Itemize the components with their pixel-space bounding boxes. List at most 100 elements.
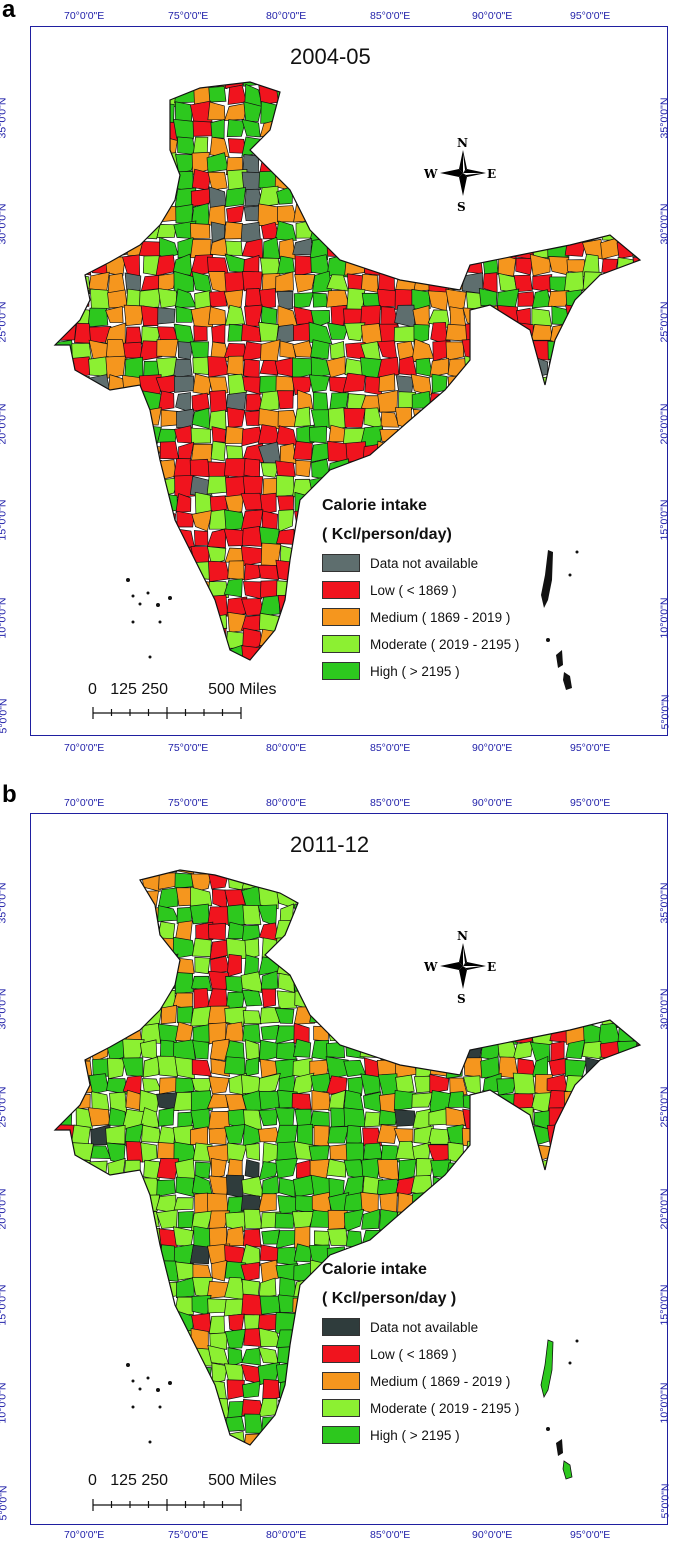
district-cell (483, 476, 499, 498)
district-cell (175, 306, 194, 323)
district-cell (598, 581, 621, 599)
district-cell (55, 1261, 56, 1283)
district-cell (580, 154, 605, 173)
district-cell (173, 270, 195, 294)
district-cell (139, 578, 163, 600)
district-cell (633, 221, 640, 242)
district-cell (601, 645, 619, 660)
district-cell (122, 1262, 145, 1282)
scale-bar (92, 1499, 242, 1511)
district-cell (241, 989, 263, 1007)
district-cell (514, 444, 536, 465)
district-cell (448, 101, 466, 122)
district-cell (173, 1296, 195, 1316)
district-cell (618, 1433, 636, 1445)
panel-letter: b (2, 781, 17, 808)
district-cell (614, 906, 638, 924)
district-cell (550, 580, 571, 600)
district-cell (55, 971, 60, 993)
district-cell (566, 168, 587, 192)
district-cell (461, 1280, 482, 1300)
district-cell (512, 1040, 534, 1061)
district-cell (293, 543, 316, 563)
district-cell (107, 169, 129, 189)
district-cell (329, 136, 350, 155)
legend-label: Data not available (370, 1319, 479, 1335)
district-cell (225, 976, 244, 994)
district-cell (532, 905, 552, 927)
district-cell (104, 204, 129, 224)
district-cell (346, 170, 365, 193)
district-cell (466, 1191, 483, 1215)
district-cell (497, 1327, 517, 1346)
district-cell (363, 407, 384, 430)
district-cell (565, 1263, 583, 1282)
district-cell (55, 1246, 57, 1264)
district-cell (444, 407, 467, 426)
district-cell (71, 632, 91, 648)
district-cell (632, 1328, 640, 1351)
district-cell (517, 390, 536, 413)
district-cell (58, 169, 76, 190)
district-cell (376, 440, 398, 463)
district-cell (243, 1328, 262, 1347)
district-cell (87, 1225, 109, 1248)
district-cell (360, 1025, 382, 1044)
district-cell (360, 1245, 384, 1263)
district-cell (597, 629, 617, 650)
district-cell (599, 508, 619, 529)
district-cell (259, 139, 280, 157)
district-cell (445, 1210, 467, 1232)
legend-swatch (322, 662, 360, 680)
district-cell (143, 460, 162, 482)
district-cell (479, 203, 502, 225)
district-cell (633, 1378, 640, 1402)
district-cell (376, 1124, 398, 1144)
district-cell (615, 220, 639, 244)
district-cell (291, 1313, 314, 1332)
district-cell (292, 562, 315, 580)
legend-item: Low ( < 1869 ) (322, 580, 457, 600)
district-cell (598, 611, 622, 631)
district-cell (142, 1055, 160, 1078)
district-cell (223, 1056, 246, 1076)
district-cell (496, 577, 519, 598)
district-cell (515, 103, 537, 124)
district-cell (583, 1226, 602, 1246)
district-cell (55, 288, 74, 309)
district-cell (547, 442, 571, 462)
legend-title: Calorie intake (322, 1261, 427, 1278)
district-cell (412, 1006, 431, 1024)
district-cell (380, 921, 401, 940)
district-cell (106, 560, 127, 584)
district-cell (600, 289, 622, 311)
district-cell (55, 358, 76, 380)
district-cell (55, 270, 56, 293)
district-cell (568, 663, 585, 683)
district-cell (55, 272, 74, 293)
district-cell (194, 491, 214, 514)
lon-label: 75°0'0"E (168, 10, 209, 22)
district-cell (615, 1106, 638, 1129)
district-cell (635, 1280, 640, 1299)
district-cell (564, 578, 588, 598)
district-cell (55, 1042, 57, 1059)
district-cell (359, 989, 378, 1010)
district-cell (568, 1361, 587, 1384)
district-cell (87, 186, 111, 209)
district-cell (122, 444, 145, 461)
district-cell (533, 474, 553, 498)
district-cell (210, 1157, 227, 1179)
district-cell (583, 581, 603, 596)
district-cell (395, 904, 415, 922)
district-cell (496, 528, 518, 550)
district-cell (71, 937, 94, 961)
district-cell (514, 526, 535, 549)
district-cell (309, 1158, 330, 1181)
district-cell (190, 1328, 209, 1350)
district-cell (376, 1178, 398, 1195)
district-cell (55, 1277, 78, 1298)
district-cell (55, 120, 76, 137)
district-cell (599, 322, 619, 343)
district-cell (416, 458, 434, 480)
